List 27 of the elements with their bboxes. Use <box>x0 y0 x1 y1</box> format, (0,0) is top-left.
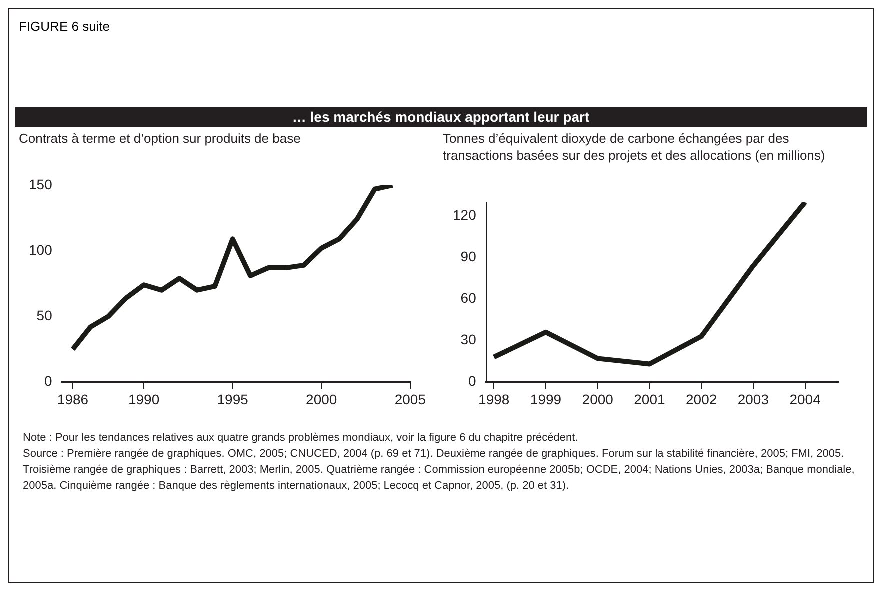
y-tick-label: 100 <box>29 242 53 258</box>
x-tick-label: 2000 <box>306 391 338 408</box>
text: FIGURE 6 suite <box>19 18 112 36</box>
x-tick-label: 1999 <box>530 391 562 408</box>
y-tick-label: 0 <box>468 373 477 390</box>
y-tick-label: 50 <box>36 307 53 324</box>
y-tick-label: 120 <box>453 207 477 224</box>
chart-title: Tonnes d’équivalent dioxyde de carbone échangées par des transactions basées sur des projets et des allocations (en millions) <box>443 130 826 164</box>
x-tick-label: 2003 <box>738 391 770 408</box>
text: Note : Pour les tendances relatives aux quatre grands problèmes mondiaux, voir la figure 6 du chapitre précédent. <box>23 431 580 446</box>
chart-title: Contrats à terme et d’option sur produits de base <box>19 130 302 147</box>
x-tick-label: 1986 <box>57 391 89 408</box>
x-tick-label: 2004 <box>790 391 822 408</box>
x-tick-label: 2001 <box>634 391 666 408</box>
y-tick-label: 60 <box>460 290 477 306</box>
x-tick-label: 2005 <box>394 391 426 408</box>
y-tick-label: 30 <box>460 332 477 348</box>
text: … les marchés mondiaux apportant leur part <box>15 107 867 127</box>
x-tick-label: 2000 <box>582 391 614 408</box>
y-tick-label: 150 <box>29 176 53 192</box>
x-tick-label: 2002 <box>686 391 718 408</box>
x-tick-label: 1998 <box>478 391 510 408</box>
source-note: Source : Première rangée de graphiques. OMC, 2005; CNUCED, 2004 (p. 69 et 71). Deuxième rangée de graphiques. Forum sur la stabilité financière, 2005; FMI, 2005. Troisième rangée de graphiques : Barrett, 2003; Merlin, 2005. Quatrième rangée : Commission européenne 2005b; OCDE, 2004; Nations Unies, 2003a; Banque mondiale, 2005a. Cinquième rangée : Banque des règlements internationaux, 2005; Lecocq et Capnor, 2005, (p. 20 et 31). <box>23 447 856 494</box>
x-tick-label: 1990 <box>128 391 160 408</box>
x-tick-label: 1995 <box>217 391 249 408</box>
y-tick-label: 90 <box>460 248 477 265</box>
y-tick-label: 0 <box>44 373 53 390</box>
